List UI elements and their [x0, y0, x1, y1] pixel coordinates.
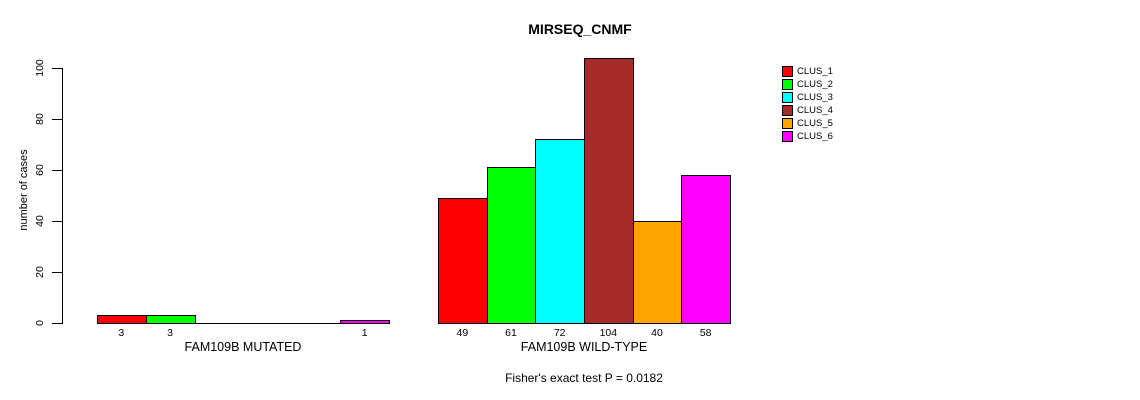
bar-clus_6 [340, 320, 390, 324]
y-axis-tick [52, 68, 62, 69]
x-baseline [97, 323, 390, 324]
y-tick-label: 100 [34, 59, 46, 77]
y-axis-line [62, 68, 63, 324]
bar-value-label: 61 [505, 327, 517, 339]
bar-value-label: 3 [118, 327, 125, 339]
bar-clus_1 [438, 198, 488, 324]
bar-value-label: 72 [553, 327, 566, 339]
bar-value-label: 104 [599, 327, 618, 339]
y-tick-label: 80 [34, 113, 46, 125]
legend-label: CLUS_4 [797, 105, 833, 116]
bar-clus_6 [681, 175, 731, 324]
bar-value-label: 3 [167, 327, 173, 339]
y-axis-tick [52, 272, 62, 273]
y-axis-tick [52, 119, 62, 120]
legend-swatch-clus_4 [782, 105, 793, 116]
legend-label: CLUS_6 [797, 131, 833, 142]
group-label: FAM109B WILD-TYPE [520, 340, 648, 354]
y-axis-label: number of cases [18, 149, 30, 231]
legend-swatch-clus_2 [782, 79, 793, 90]
y-tick-label: 40 [34, 215, 46, 227]
bar-value-label: 1 [361, 327, 368, 339]
legend-item: CLUS_2 [782, 78, 833, 91]
bar-value-label: 58 [699, 327, 712, 339]
legend-label: CLUS_5 [797, 118, 833, 129]
legend: CLUS_1 CLUS_2 CLUS_3 CLUS_4 CLUS_5 CLUS_6 [782, 65, 833, 143]
bar-clus_5 [633, 221, 683, 324]
chart-title: MIRSEQ_CNMF [528, 21, 632, 37]
legend-swatch-clus_3 [782, 92, 793, 103]
group-label: FAM109B MUTATED [184, 340, 302, 354]
bar-clus_3 [535, 139, 585, 324]
stat-test-note: Fisher's exact test P = 0.0182 [505, 371, 663, 385]
legend-swatch-clus_1 [782, 66, 793, 77]
y-tick-label: 60 [34, 164, 46, 176]
legend-item: CLUS_4 [782, 104, 833, 117]
legend-item: CLUS_3 [782, 91, 833, 104]
y-tick-label: 0 [34, 320, 46, 326]
y-axis-tick [52, 170, 62, 171]
y-axis-tick [52, 323, 62, 324]
bar-value-label: 49 [456, 327, 469, 339]
y-tick-label: 20 [34, 266, 46, 278]
bar-value-label: 40 [651, 327, 663, 339]
legend-item: CLUS_6 [782, 130, 833, 143]
y-axis-tick [52, 221, 62, 222]
legend-label: CLUS_3 [797, 92, 833, 103]
bar-clus_2 [146, 315, 196, 324]
legend-swatch-clus_6 [782, 131, 793, 142]
bar-clus_4 [584, 58, 634, 324]
bar-clus_1 [97, 315, 147, 324]
legend-label: CLUS_1 [797, 66, 833, 77]
legend-swatch-clus_5 [782, 118, 793, 129]
legend-label: CLUS_2 [797, 79, 833, 90]
legend-item: CLUS_1 [782, 65, 833, 78]
legend-item: CLUS_5 [782, 117, 833, 130]
bar-clus_2 [487, 167, 537, 324]
